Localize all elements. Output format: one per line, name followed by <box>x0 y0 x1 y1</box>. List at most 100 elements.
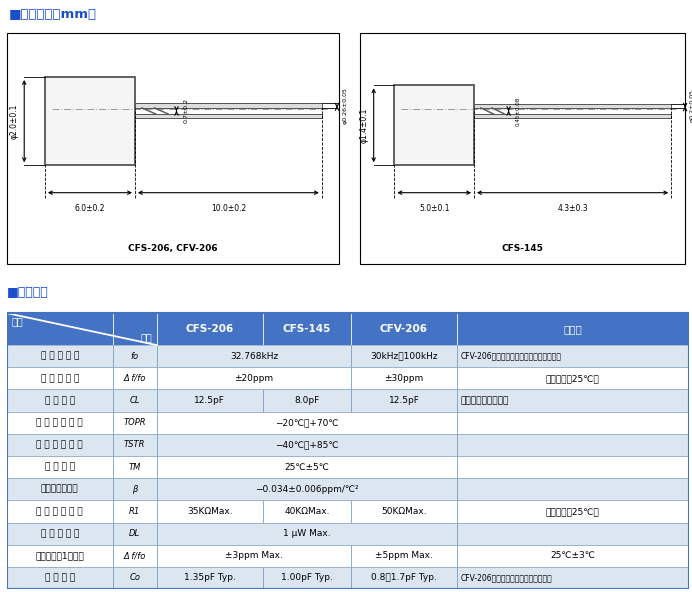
Text: ■標準仕様: ■標準仕様 <box>7 286 48 299</box>
Bar <box>457 434 689 456</box>
Text: 40KΩMax.: 40KΩMax. <box>284 507 329 516</box>
Bar <box>7 434 689 456</box>
Text: 12.5pF: 12.5pF <box>194 396 225 405</box>
Text: 経時変化（1年目）: 経時変化（1年目） <box>35 551 84 560</box>
Bar <box>474 114 671 118</box>
Bar <box>45 77 135 165</box>
Text: 32.768kHz: 32.768kHz <box>230 352 278 361</box>
Bar <box>113 500 157 523</box>
Bar <box>262 390 351 411</box>
Text: Δ f/fo: Δ f/fo <box>124 551 146 560</box>
Bar <box>7 545 113 567</box>
Bar <box>157 434 457 456</box>
Text: CFS-206: CFS-206 <box>185 324 234 334</box>
Text: φ1.4±0.1: φ1.4±0.1 <box>359 108 368 143</box>
Bar <box>113 367 157 390</box>
Text: TOPR: TOPR <box>123 418 146 427</box>
Bar <box>457 545 689 567</box>
Bar <box>113 478 157 500</box>
Bar <box>7 345 689 367</box>
Bar <box>457 313 689 345</box>
Text: β: β <box>132 485 138 494</box>
Text: CL: CL <box>129 396 140 405</box>
Bar <box>457 523 689 545</box>
Bar <box>351 345 457 367</box>
Text: 25℃±3℃: 25℃±3℃ <box>550 551 595 560</box>
Bar <box>7 390 689 411</box>
Bar <box>7 345 113 367</box>
Bar <box>457 345 689 367</box>
Text: 0.8～1.7pF Typ.: 0.8～1.7pF Typ. <box>371 574 437 583</box>
Bar <box>360 33 685 264</box>
Text: 頂 点 温 度: 頂 点 温 度 <box>45 462 75 472</box>
Bar <box>135 114 322 118</box>
Text: Co: Co <box>129 574 140 583</box>
Text: φ2.0±0.1: φ2.0±0.1 <box>10 104 19 139</box>
Bar <box>113 567 157 589</box>
Bar <box>7 411 113 434</box>
Bar <box>7 434 113 456</box>
Bar <box>113 411 157 434</box>
Bar <box>474 104 671 108</box>
Bar <box>113 390 157 411</box>
Bar <box>351 313 457 345</box>
Text: ±5ppm Max.: ±5ppm Max. <box>375 551 433 560</box>
Bar <box>457 411 689 434</box>
Bar <box>457 567 689 589</box>
Bar <box>157 567 262 589</box>
Text: 5.0±0.1: 5.0±0.1 <box>419 204 450 213</box>
Text: R1: R1 <box>129 507 140 516</box>
Bar <box>457 456 689 478</box>
Text: ±30ppm: ±30ppm <box>384 374 424 383</box>
Text: CFV-206は周波数により異なります。: CFV-206は周波数により異なります。 <box>461 574 553 583</box>
Text: 1 μW Max.: 1 μW Max. <box>283 529 331 538</box>
Text: −20℃～+70℃: −20℃～+70℃ <box>275 418 338 427</box>
Bar <box>7 33 339 264</box>
Text: fo: fo <box>131 352 139 361</box>
Bar <box>7 500 689 523</box>
Bar <box>157 478 457 500</box>
Bar <box>457 478 689 500</box>
Text: 4.3±0.3: 4.3±0.3 <box>557 204 588 213</box>
Text: 基準温度（25℃）: 基準温度（25℃） <box>546 374 599 383</box>
Bar <box>7 523 113 545</box>
Text: ■外形寸法【mm】: ■外形寸法【mm】 <box>8 8 96 21</box>
Text: −0.034±0.006ppm/℃²: −0.034±0.006ppm/℃² <box>255 485 358 494</box>
Bar <box>457 367 689 390</box>
Bar <box>7 478 689 500</box>
Bar <box>7 367 689 390</box>
Bar <box>157 456 457 478</box>
Bar <box>157 411 457 434</box>
Bar <box>7 456 689 478</box>
Text: TSTR: TSTR <box>124 440 145 449</box>
Bar <box>457 390 689 411</box>
Text: ±20ppm: ±20ppm <box>235 374 273 383</box>
Text: CFS-206, CFV-206: CFS-206, CFV-206 <box>128 244 218 253</box>
Text: DL: DL <box>129 529 140 538</box>
Bar <box>7 390 113 411</box>
Text: 周波数温度係数: 周波数温度係数 <box>41 485 79 494</box>
Bar <box>135 103 322 108</box>
Text: 等 価 直 列 抗 抗: 等 価 直 列 抗 抗 <box>37 507 83 516</box>
Bar <box>262 567 351 589</box>
Bar <box>157 390 262 411</box>
Bar <box>7 411 689 434</box>
Text: 8.0pF: 8.0pF <box>294 396 320 405</box>
Bar <box>7 367 113 390</box>
Bar <box>113 313 157 345</box>
Text: 項目: 項目 <box>12 316 24 326</box>
Bar <box>7 500 113 523</box>
Text: CFV-206: CFV-206 <box>380 324 428 334</box>
Text: 並 列 容 量: 並 列 容 量 <box>45 574 75 583</box>
Bar <box>157 367 351 390</box>
Bar <box>113 345 157 367</box>
Bar <box>351 390 457 411</box>
Text: 助 振 レ ベ ル: 助 振 レ ベ ル <box>41 529 79 538</box>
Text: CFS-145: CFS-145 <box>282 324 331 334</box>
Bar <box>262 500 351 523</box>
Text: φ0.26±0.05: φ0.26±0.05 <box>343 87 347 124</box>
Text: 10.0±0.2: 10.0±0.2 <box>211 204 246 213</box>
Text: 公 称 周 波 数: 公 称 周 波 数 <box>41 352 79 361</box>
Text: 基準温度（25℃）: 基準温度（25℃） <box>546 507 599 516</box>
Bar <box>113 545 157 567</box>
